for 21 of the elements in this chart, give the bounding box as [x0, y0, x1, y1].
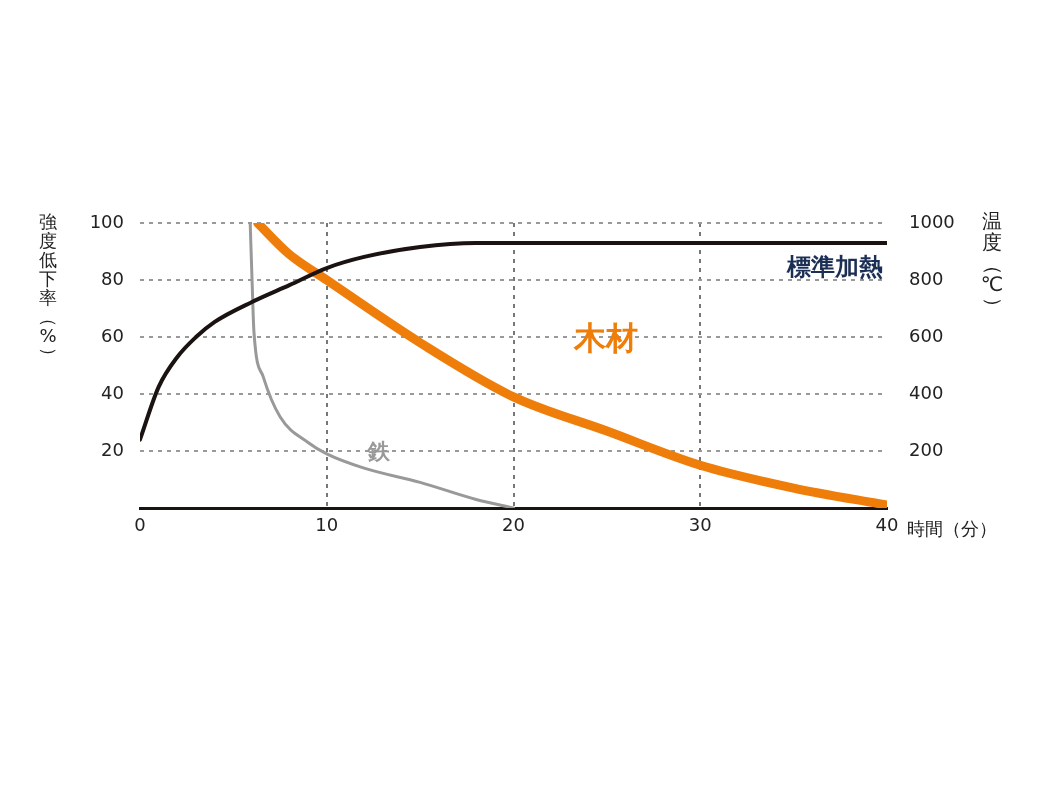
y2-tick-label: 400 [909, 381, 944, 403]
series-label: 標準加熱 [786, 253, 883, 282]
y2-tick-label: 800 [909, 267, 944, 289]
x-tick-label: 30 [688, 514, 712, 536]
y-tick-label: 20 [101, 438, 124, 460]
y-tick-label: 60 [101, 324, 124, 346]
y-tick-label: 100 [89, 210, 124, 232]
series-label: 木材 [572, 319, 638, 358]
y-axis-title: 強度低下率（%） [39, 210, 61, 365]
x-tick-label: 0 [134, 514, 146, 536]
x-axis-title: 時間（分） [907, 517, 997, 539]
x-tick-label: 40 [875, 514, 899, 536]
y2-tick-label: 200 [909, 438, 944, 460]
x-tick-label: 20 [502, 514, 525, 536]
x-tick-label: 10 [315, 514, 339, 536]
y-tick-label: 40 [101, 381, 124, 403]
y2-tick-label: 1000 [909, 210, 955, 232]
y2-tick-label: 600 [909, 324, 944, 346]
y2-axis-title: 温度（℃） [980, 209, 1006, 317]
y-tick-label: 80 [101, 267, 124, 289]
line-series [140, 240, 887, 442]
